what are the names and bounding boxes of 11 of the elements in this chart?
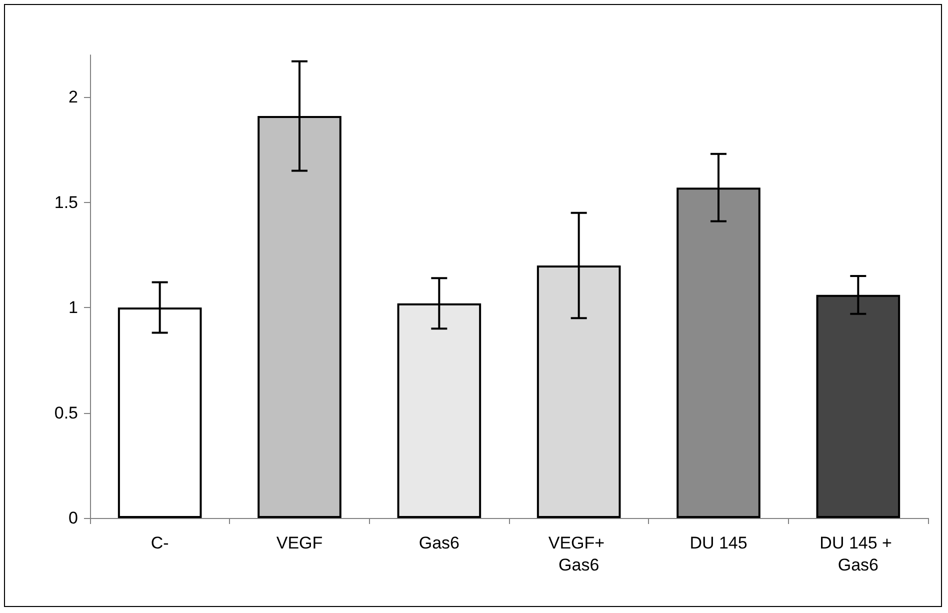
y-tick-label: 0	[68, 508, 78, 528]
y-tick-label: 0.5	[54, 403, 78, 422]
y-tick-label: 1.5	[54, 192, 78, 212]
x-tick-label: VEGF+ Gas6	[548, 534, 610, 574]
y-tick-label: 2	[68, 88, 78, 107]
x-tick-label: VEGF	[276, 534, 323, 552]
y-tick-label: 1	[68, 298, 78, 318]
x-tick-label: C-	[150, 534, 169, 552]
x-tick-label: DU 145	[690, 534, 748, 552]
x-tick-label: Gas6	[418, 534, 460, 552]
x-tick-label: DU 145 + Gas6	[820, 534, 897, 574]
